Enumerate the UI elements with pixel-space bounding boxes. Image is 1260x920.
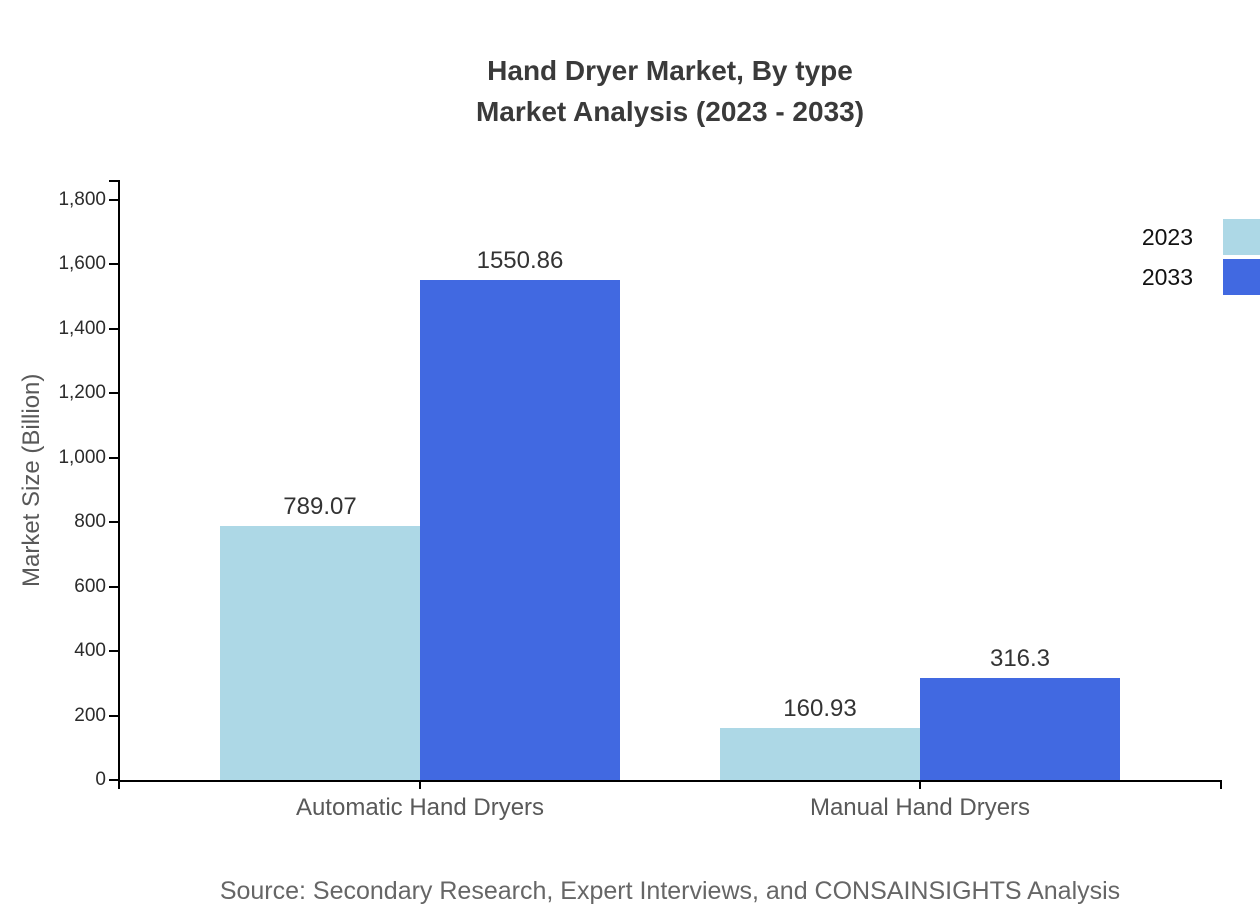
bar-2033-manual-hand-dryers — [920, 678, 1120, 780]
x-tick-mark — [419, 782, 421, 789]
chart-title: Hand Dryer Market, By type Market Analys… — [120, 50, 1220, 132]
legend-swatch-2023 — [1223, 219, 1260, 255]
legend-item-2033: 2033 — [1142, 259, 1260, 295]
y-tick-label: 200 — [74, 704, 106, 726]
y-axis-outer-tick — [109, 180, 118, 182]
bar-2033-automatic-hand-dryers — [420, 280, 620, 780]
x-category-label: Manual Hand Dryers — [809, 794, 1031, 821]
bar-value-label: 789.07 — [283, 492, 357, 520]
source-note: Source: Secondary Research, Expert Inter… — [219, 877, 1121, 905]
y-axis-line — [118, 180, 120, 782]
legend-label: 2033 — [1141, 263, 1193, 290]
y-tick-label: 1,800 — [58, 189, 106, 210]
y-tick-mark — [109, 456, 118, 459]
y-tick-mark — [109, 714, 118, 717]
y-tick-mark — [109, 585, 118, 588]
chart-title-line2: Market Analysis (2023 - 2033) — [475, 96, 865, 127]
legend-swatch-2033 — [1223, 259, 1260, 295]
bar-2023-automatic-hand-dryers — [220, 525, 420, 780]
y-tick-label: 400 — [74, 640, 106, 662]
bar-value-label: 1550.86 — [476, 247, 564, 275]
x-axis-outer-tick-left — [118, 782, 120, 789]
x-category-label: Automatic Hand Dryers — [295, 794, 545, 821]
bar-value-label: 160.93 — [783, 695, 857, 723]
plot-area: 0 200 400 600 800 1,000 1,200 1,400 1,600 1,800 7… — [58, 180, 1222, 821]
y-tick-mark — [109, 650, 118, 653]
y-tick-label: 1,600 — [58, 253, 106, 275]
chart-title-line1: Hand Dryer Market, By type — [487, 55, 853, 86]
y-tick-label: 1,400 — [58, 317, 106, 339]
y-tick-label: 0 — [95, 769, 106, 790]
y-tick-mark — [109, 263, 118, 266]
y-tick-label: 600 — [74, 575, 106, 597]
y-tick-mark — [109, 199, 118, 201]
y-tick-mark — [109, 392, 118, 395]
y-tick-mark — [109, 779, 118, 781]
y-tick-label: 1,000 — [58, 446, 106, 468]
y-tick-mark — [109, 521, 118, 524]
bar-value-label: 316.3 — [989, 645, 1051, 673]
y-tick-label: 800 — [74, 511, 106, 533]
legend: 2023 2033 — [1142, 219, 1260, 299]
x-axis-line — [118, 780, 1222, 782]
legend-item-2023: 2023 — [1142, 219, 1260, 255]
x-tick-mark — [919, 782, 921, 789]
bar-2023-manual-hand-dryers — [720, 728, 920, 780]
legend-label: 2023 — [1141, 223, 1193, 250]
x-axis-outer-tick-right — [1220, 782, 1222, 789]
y-tick-mark — [109, 327, 118, 330]
y-tick-label: 1,200 — [58, 382, 106, 404]
